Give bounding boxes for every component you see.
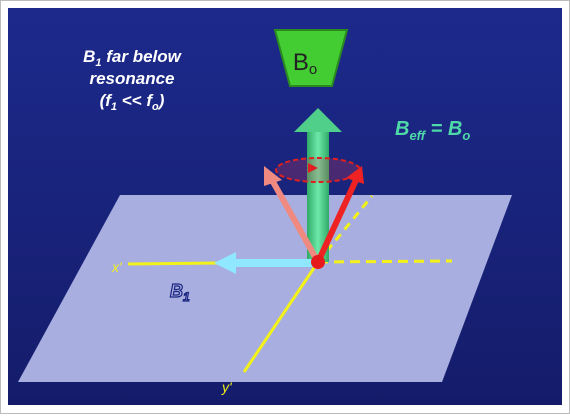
origin: [311, 255, 325, 269]
diagram: Bo B1 far below resonance (f1 << fo) Bef…: [0, 0, 570, 414]
x-axis-dashed: [318, 261, 452, 262]
x-axis-label: x': [111, 259, 123, 275]
y-axis-label: y': [221, 379, 233, 395]
page: Bo B1 far below resonance (f1 << fo) Bef…: [0, 0, 570, 414]
caption-line: resonance: [89, 69, 174, 88]
b1-arrow-shaft: [232, 259, 318, 267]
equation: Beff = Bo: [395, 118, 470, 143]
